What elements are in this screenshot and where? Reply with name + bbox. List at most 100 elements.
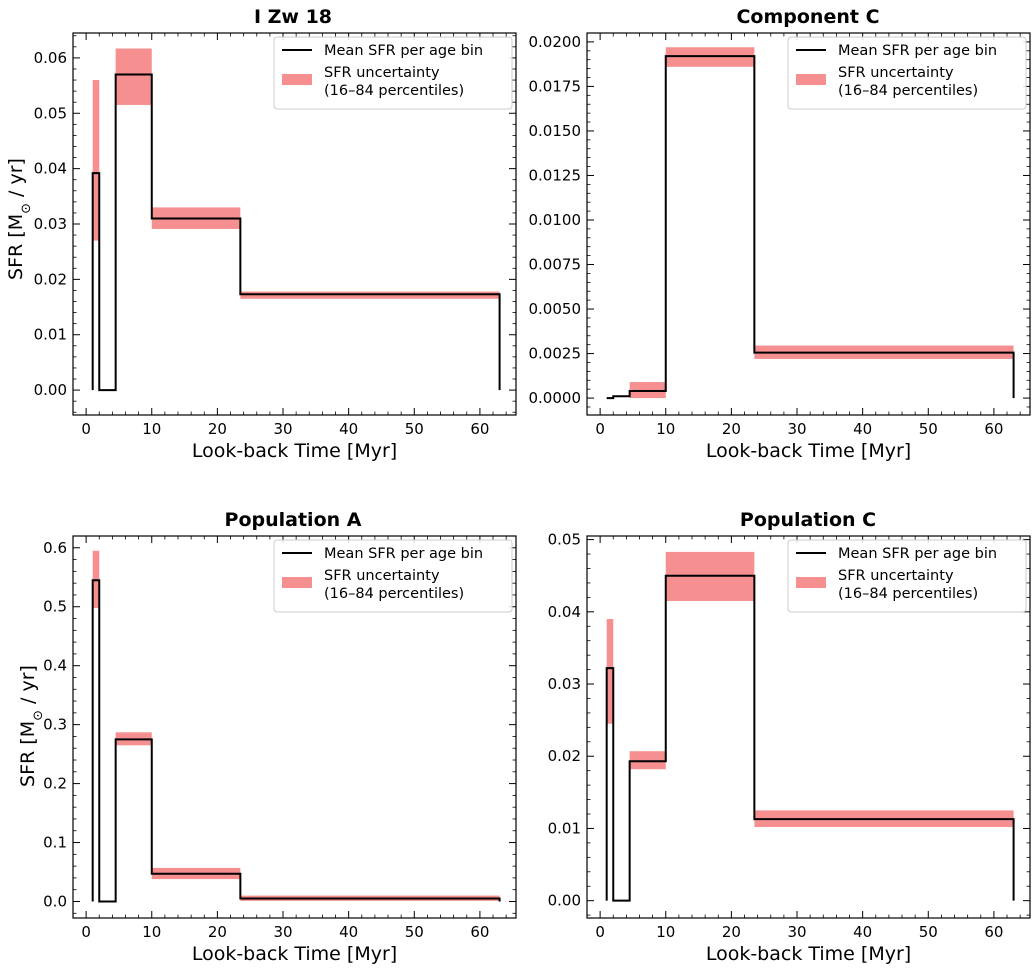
y-tick-label: 0.02	[34, 270, 67, 288]
x-tick-label: 40	[339, 420, 358, 438]
x-tick-label: 50	[405, 923, 424, 941]
y-axis-label: SFR [M⊙ / yr]	[17, 665, 46, 787]
y-axis-label: SFR [M⊙ / yr]	[5, 158, 34, 280]
panel-title: Population C	[740, 509, 876, 531]
y-tick-label: 0.01	[548, 819, 581, 837]
y-tick-label: 0.2	[43, 775, 67, 793]
x-tick-label: 20	[722, 923, 741, 941]
legend-label-band-1: SFR uncertainty	[838, 65, 954, 81]
legend-label-band-2: (16–84 percentiles)	[838, 83, 978, 99]
sun-symbol: ⊙	[31, 710, 46, 721]
x-tick-label: 20	[208, 923, 227, 941]
x-tick-label: 60	[984, 923, 1003, 941]
plot-contents	[605, 551, 1015, 902]
y-tick-label: 0.05	[34, 104, 67, 122]
uncertainty-band	[115, 48, 152, 105]
uncertainty-band	[629, 751, 666, 770]
axes-frame	[586, 32, 1031, 416]
y-tick-label: 0.04	[34, 160, 67, 178]
panel-title: I Zw 18	[254, 6, 332, 28]
x-tick-label: 50	[405, 420, 424, 438]
y-tick-label: 0.00	[548, 892, 581, 910]
mean-sfr-line	[606, 55, 1015, 400]
legend-label-mean: Mean SFR per age bin	[838, 546, 997, 562]
y-tick-label: 0.0025	[529, 345, 582, 363]
x-tick-label: 10	[142, 420, 161, 438]
x-tick-label: 0	[81, 923, 91, 941]
legend: Mean SFR per age bin SFR uncertainty (16–8…	[787, 36, 1027, 110]
y-tick-label: 0.00	[34, 381, 67, 399]
x-tick-label: 40	[853, 923, 872, 941]
panel-population-a: Population A SFR [M⊙ / yr] 0 10 20 30 40 50 60…	[17, 509, 517, 965]
legend-frame	[787, 36, 1027, 110]
y-tick-label: 0.0150	[529, 122, 582, 140]
x-tick-label: 50	[919, 420, 938, 438]
legend-label-band-1: SFR uncertainty	[838, 568, 954, 584]
mean-sfr-line	[91, 73, 501, 392]
x-tick-label: 10	[656, 420, 675, 438]
y-tick-label: 0.1	[43, 834, 67, 852]
plot-area: 0 10 20 30 40 50 60 0.00 0.01 0.02 0.03 0.04 0.05 Loo…	[548, 531, 1031, 965]
x-tick-label: 30	[273, 923, 292, 941]
legend-band-swatch	[796, 74, 826, 85]
y-tick-label: 0.01	[34, 326, 67, 344]
plot-contents	[91, 48, 501, 392]
x-tick-label: 60	[470, 420, 489, 438]
y-tick-label: 0.0125	[529, 166, 582, 184]
x-tick-label: 0	[595, 923, 605, 941]
y-tick-label: 0.0175	[529, 77, 582, 95]
plot-contents	[606, 47, 1015, 400]
panel-title: Population A	[225, 509, 362, 531]
legend-frame	[273, 36, 513, 110]
panel-title: Component C	[736, 6, 879, 28]
x-axis-label: Look-back Time [Myr]	[192, 440, 397, 462]
legend-label-mean: Mean SFR per age bin	[324, 546, 483, 562]
panel-population-c: Population C 0 10 20 30 40 50 60 0.00 0.01 0.02 0.…	[548, 509, 1031, 965]
legend: Mean SFR per age bin SFR uncertainty (16–8…	[273, 36, 513, 110]
mean-sfr-line	[605, 574, 1015, 902]
legend-band-swatch	[282, 577, 312, 588]
x-tick-label: 30	[273, 420, 292, 438]
legend-label-mean: Mean SFR per age bin	[838, 43, 997, 59]
legend-label-band-2: (16–84 percentiles)	[838, 586, 978, 602]
x-axis-label: Look-back Time [Myr]	[706, 440, 911, 462]
mean-sfr-line	[91, 579, 501, 903]
x-axis-label: Look-back Time [Myr]	[192, 943, 397, 965]
legend-label-mean: Mean SFR per age bin	[324, 43, 483, 59]
legend-label-band-1: SFR uncertainty	[324, 65, 440, 81]
plot-area: 0 10 20 30 40 50 60 0.00 0.01 0.02 0.03 0.04 0.05 0.0…	[34, 32, 517, 462]
y-tick-label: 0.05	[548, 531, 581, 549]
y-tick-label: 0.0075	[529, 256, 582, 274]
y-tick-label: 0.3	[43, 716, 67, 734]
svg-text:SFR [M⊙ / yr]: SFR [M⊙ / yr]	[5, 158, 34, 280]
x-axis-label: Look-back Time [Myr]	[706, 943, 911, 965]
y-tick-label: 0.06	[34, 49, 67, 67]
legend-band-swatch	[796, 577, 826, 588]
x-tick-label: 40	[853, 420, 872, 438]
x-tick-label: 20	[722, 420, 741, 438]
axes-frame	[72, 535, 517, 919]
x-tick-label: 50	[919, 923, 938, 941]
x-tick-label: 40	[339, 923, 358, 941]
legend-frame	[787, 539, 1027, 613]
x-tick-label: 20	[208, 420, 227, 438]
x-tick-label: 0	[595, 420, 605, 438]
legend-frame	[273, 539, 513, 613]
legend: Mean SFR per age bin SFR uncertainty (16–8…	[273, 539, 513, 613]
x-tick-label: 10	[656, 923, 675, 941]
x-tick-label: 60	[984, 420, 1003, 438]
legend-label-band-2: (16–84 percentiles)	[324, 586, 464, 602]
legend-label-band-2: (16–84 percentiles)	[324, 83, 464, 99]
uncertainty-band	[606, 619, 614, 724]
plot-contents	[91, 550, 501, 903]
sun-symbol: ⊙	[19, 203, 34, 214]
x-tick-label: 30	[787, 923, 806, 941]
panel-component-c: Component C 0 10 20 30 40 50 60 0.0000 0.0025 0.0…	[529, 6, 1031, 462]
y-tick-label: 0.0200	[529, 33, 582, 51]
legend-label-band-1: SFR uncertainty	[324, 568, 440, 584]
y-tick-label: 0.0050	[529, 300, 582, 318]
y-tick-label: 0.0100	[529, 211, 582, 229]
plot-area: 0 10 20 30 40 50 60 0.0000 0.0025 0.0050 0.0075 0.0…	[529, 32, 1031, 462]
legend: Mean SFR per age bin SFR uncertainty (16–8…	[787, 539, 1027, 613]
